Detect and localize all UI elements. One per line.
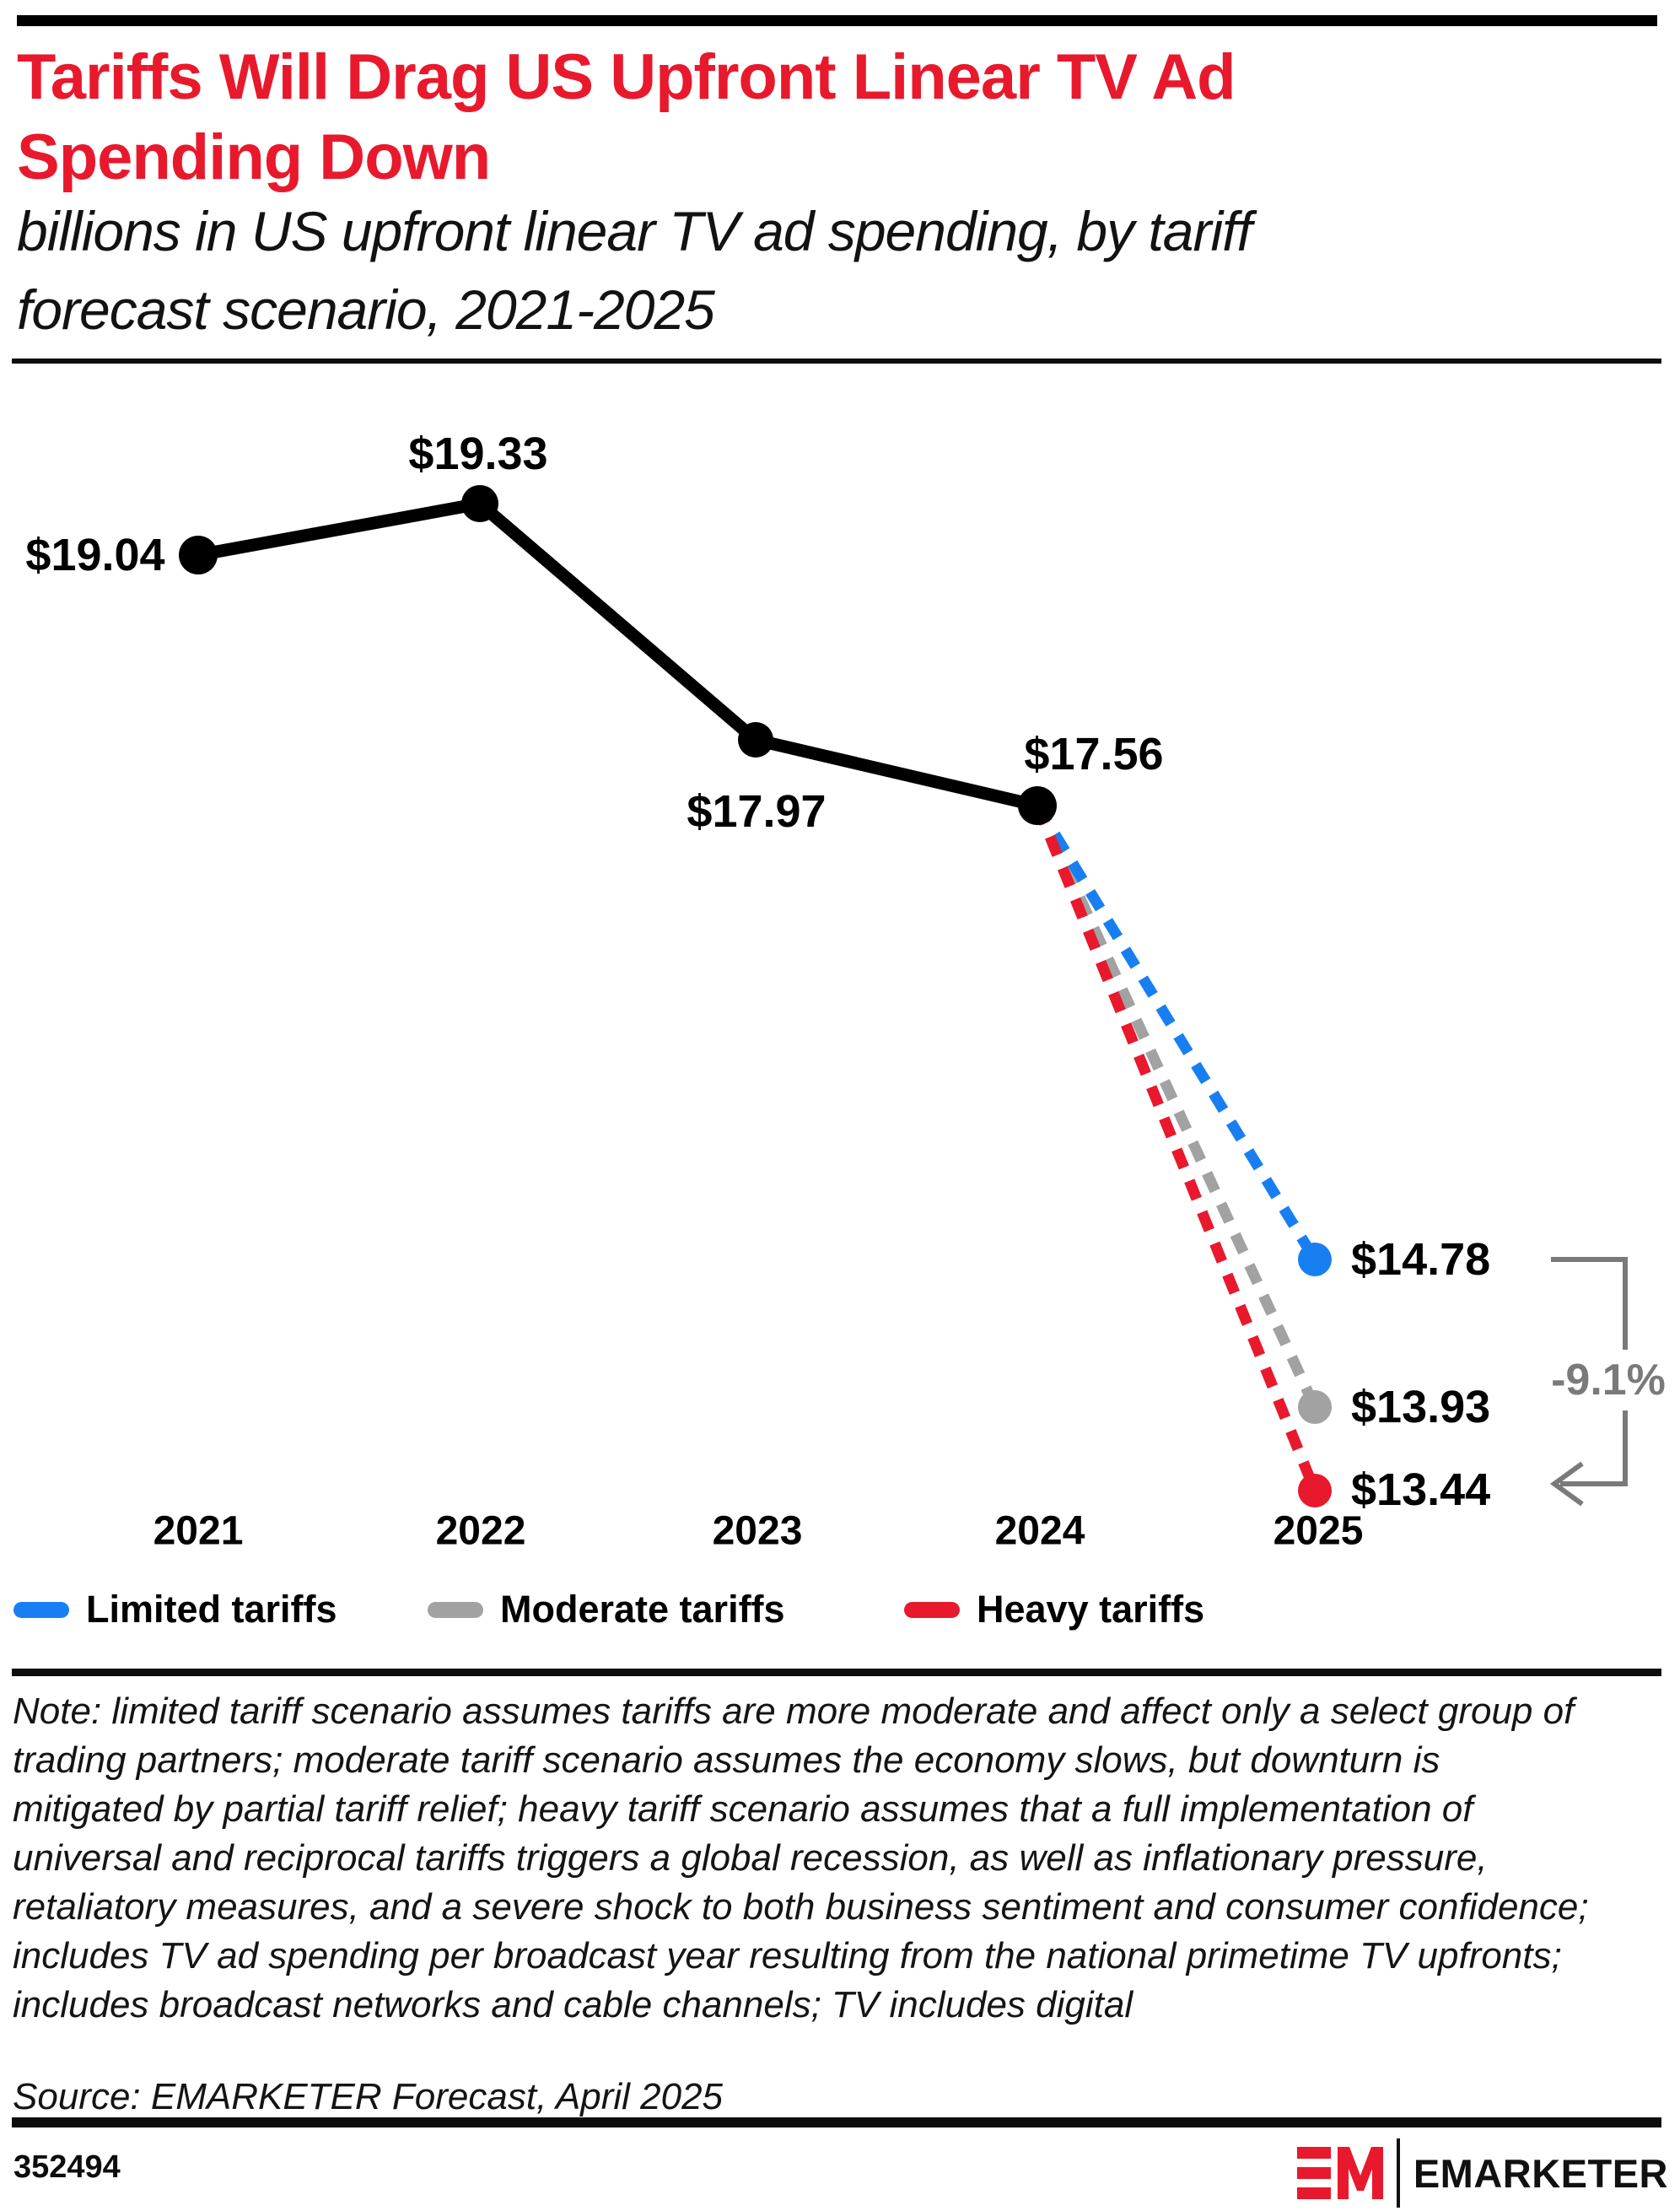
value-label-2025-heavy: $13.44 <box>1351 1464 1491 1515</box>
datapoint-2025-heavy <box>1298 1474 1332 1507</box>
percent-change-label: -9.1% <box>1551 1356 1666 1405</box>
value-label-2025-moderate: $13.93 <box>1351 1382 1491 1432</box>
datapoint-2025-limited <box>1298 1243 1332 1276</box>
legend-item-moderate-tariffs: Moderate tariffs <box>428 1588 785 1631</box>
legend-label-heavy: Heavy tariffs <box>977 1588 1205 1631</box>
note-divider-rule <box>12 1669 1661 1676</box>
footer-divider-rule <box>12 2117 1661 2127</box>
historical-line <box>197 496 1039 812</box>
datapoint-2024 <box>1018 786 1057 825</box>
limited-tariffs-dashed-line <box>1032 802 1320 1263</box>
logo-divider-line <box>1396 2138 1400 2208</box>
change-bracket-lower <box>1560 1410 1628 1486</box>
value-label-2024: $17.56 <box>1024 729 1164 779</box>
legend-label-limited: Limited tariffs <box>86 1588 337 1631</box>
note-text: Note: limited tariff scenario assumes ta… <box>13 1691 1589 2025</box>
limited-tariffs-swatch-icon <box>13 1601 69 1618</box>
datapoint-2022 <box>461 485 498 522</box>
datapoint-2021 <box>179 536 218 574</box>
value-label-2021: $19.04 <box>25 530 165 580</box>
em-logo-icon <box>1296 2147 1383 2199</box>
datapoint-2025-moderate <box>1298 1390 1332 1424</box>
x-axis-label-2022: 2022 <box>435 1508 526 1554</box>
legend-item-heavy-tariffs: Heavy tariffs <box>904 1588 1204 1631</box>
chart-id: 352494 <box>13 2149 121 2185</box>
value-label-2023: $17.97 <box>687 786 827 837</box>
emarketer-logo: EMARKETER <box>1296 2138 1668 2208</box>
header-divider-rule <box>12 359 1661 364</box>
chart-subtitle-line1: billions in US upfront linear TV ad spen… <box>17 200 1252 262</box>
datapoint-2023 <box>738 722 773 758</box>
chart-subtitle-line2: forecast scenario, 2021-2025 <box>17 278 715 341</box>
value-label-2022: $19.33 <box>408 429 548 479</box>
x-axis-label-2021: 2021 <box>153 1508 244 1554</box>
heavy-tariffs-dashed-line <box>1031 803 1321 1493</box>
x-axis-label-2024: 2024 <box>994 1508 1085 1554</box>
chart-subtitle: billions in US upfront linear TV ad spen… <box>17 192 1653 349</box>
top-accent-bar <box>17 15 1657 26</box>
legend-item-limited-tariffs: Limited tariffs <box>13 1588 337 1631</box>
bracket-arrow-icon <box>1549 1461 1584 1507</box>
chart-title-line1: Tariffs Will Drag US Upfront Linear TV A… <box>17 41 1236 113</box>
value-label-2025-limited: $14.78 <box>1351 1234 1491 1285</box>
moderate-tariffs-dashed-line <box>1032 803 1320 1410</box>
moderate-tariffs-swatch-icon <box>428 1601 483 1618</box>
legend-label-moderate: Moderate tariffs <box>500 1588 785 1631</box>
chart-title: Tariffs Will Drag US Upfront Linear TV A… <box>17 37 1619 197</box>
line-chart-canvas <box>179 485 1628 1507</box>
brand-name: EMARKETER <box>1413 2150 1668 2196</box>
chart-title-line2: Spending Down <box>17 121 491 193</box>
source-text: Source: EMARKETER Forecast, April 2025 <box>13 2076 724 2117</box>
x-axis-label-2025: 2025 <box>1273 1508 1364 1554</box>
change-bracket-upper <box>1551 1257 1628 1350</box>
heavy-tariffs-swatch-icon <box>904 1601 960 1618</box>
x-axis-label-2023: 2023 <box>712 1508 803 1554</box>
